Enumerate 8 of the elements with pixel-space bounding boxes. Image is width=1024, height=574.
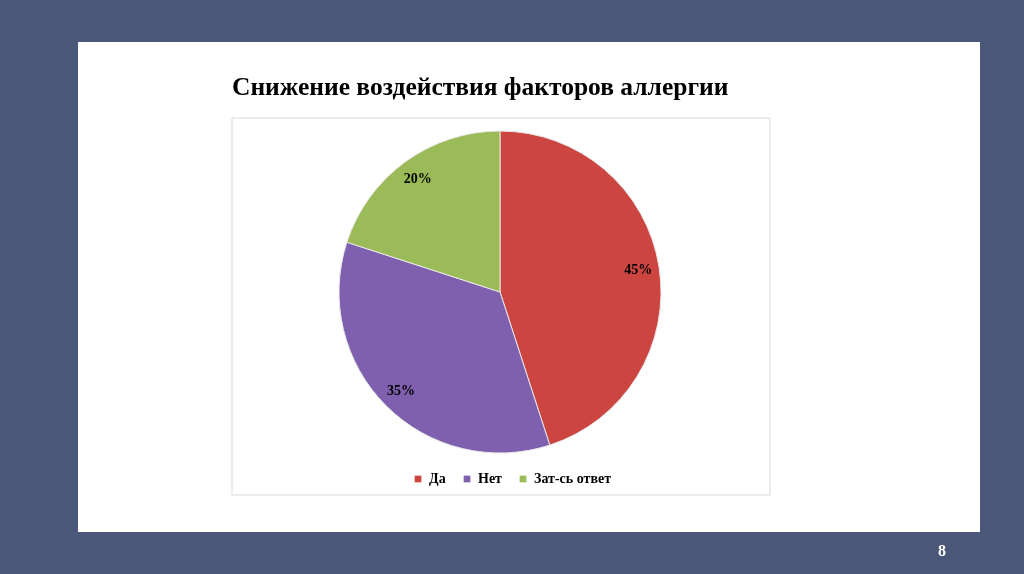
data-label: 35% — [386, 383, 415, 399]
chart-title: Снижение воздействия факторов аллергии — [232, 72, 729, 101]
data-label: 45% — [624, 262, 653, 278]
legend-label: Зат-сь ответ — [534, 471, 612, 486]
legend-label: Нет — [478, 471, 503, 486]
text: 8 — [938, 542, 946, 559]
data-label: 20% — [403, 170, 432, 186]
legend-label: Да — [429, 471, 446, 486]
